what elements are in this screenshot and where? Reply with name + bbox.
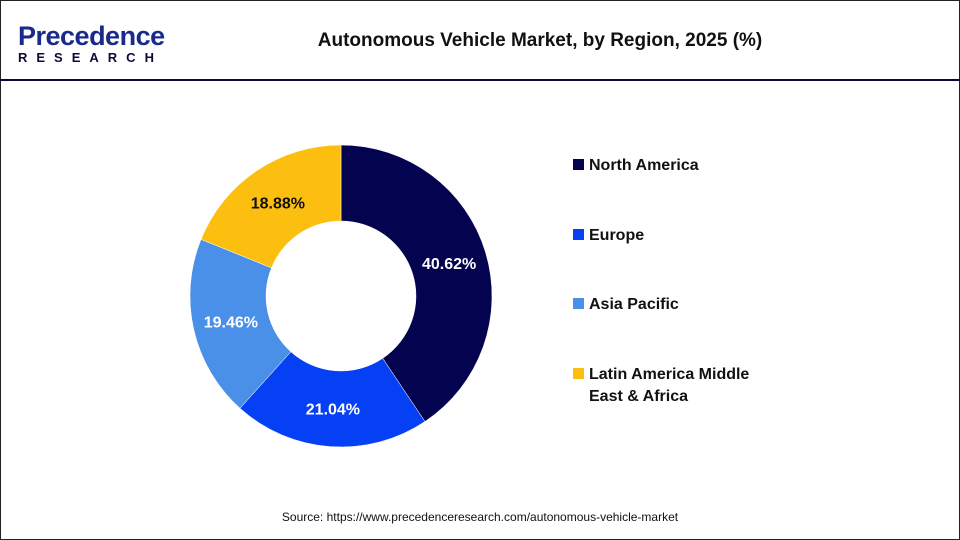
legend-item: Europe (573, 225, 813, 247)
header-divider (0, 79, 960, 81)
precedence-research-logo: Precedence RESEARCH (18, 22, 165, 65)
logo-subtext: RESEARCH (18, 50, 163, 65)
legend-item: North America (573, 155, 813, 177)
legend-item: Latin America Middle East & Africa (573, 364, 813, 408)
chart-title: Autonomous Vehicle Market, by Region, 20… (317, 30, 763, 51)
legend-label: Latin America Middle East & Africa (589, 366, 750, 405)
donut-slice-latin-america-middle-east-africa (200, 144, 342, 269)
donut-slice-asia-pacific (189, 239, 292, 409)
legend-swatch (573, 298, 584, 309)
logo-wordmark: Precedence (18, 21, 165, 51)
legend-swatch (573, 159, 584, 170)
legend-label: Asia Pacific (589, 296, 679, 313)
legend-swatch (573, 229, 584, 240)
donut-slice-north-america (340, 144, 493, 422)
legend-label: Europe (589, 227, 645, 244)
data-label: 18.88% (251, 195, 305, 212)
legend-swatch (573, 368, 584, 379)
data-label: 21.04% (306, 402, 360, 419)
donut-slice-europe (239, 351, 426, 448)
source-note: Source: https://www.precedenceresearch.c… (281, 510, 679, 524)
data-label: 40.62% (422, 256, 476, 273)
data-label: 19.46% (204, 314, 258, 331)
legend-item: Asia Pacific (573, 294, 813, 316)
legend-label: North America (589, 157, 699, 174)
